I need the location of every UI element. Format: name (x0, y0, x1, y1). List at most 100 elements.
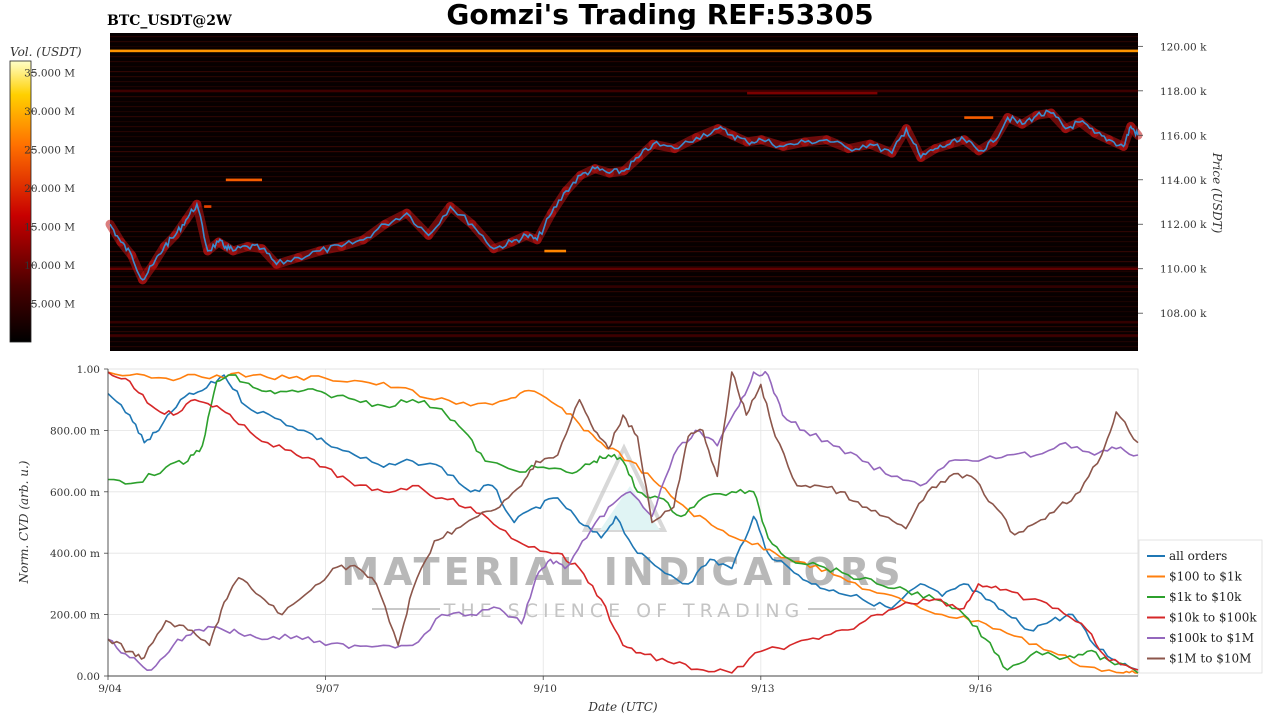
heatmap-noise-level (110, 266, 1138, 268)
liquidity-level (964, 116, 994, 119)
price-axis-ticks: 120.00 k 118.00 k 116.00 k 114.00 k 112.00 k… (1138, 41, 1207, 320)
watermark-subtext: THE SCIENCE OF TRADING (443, 600, 805, 622)
watermark-text: MATERIAL INDICATORS (341, 550, 904, 594)
heatmap-noise-level (110, 176, 1138, 178)
heatmap-noise-level (110, 211, 1138, 213)
cvd-x-ticks: 9/04 9/07 9/10 9/13 9/16 (98, 676, 993, 695)
heatmap-noise-level (110, 96, 1138, 98)
liquidity-level (225, 178, 263, 182)
heatmap-noise-level (110, 106, 1138, 108)
cvd-series-line (107, 371, 1139, 674)
price-line (109, 109, 1139, 281)
colorbar-tick-label: 25.000 M (24, 145, 75, 157)
cvd-series-line (107, 370, 1139, 671)
heatmap-noise-level (110, 161, 1138, 163)
heatmap-noise-level (110, 261, 1138, 263)
cvd-y-tick-label: 200.00 m (50, 610, 100, 622)
heatmap-noise-level (110, 131, 1138, 133)
heatmap-noise-level (110, 316, 1138, 318)
cvd-x-tick-label: 9/16 (969, 683, 993, 695)
heatmap-noise-level (110, 36, 1138, 38)
colorbar (9, 60, 32, 343)
heatmap-noise-level (110, 61, 1138, 63)
heatmap-noise-level (110, 66, 1138, 68)
heatmap-noise-level (110, 241, 1138, 243)
heatmap-panel (105, 33, 1143, 351)
heatmap-noise-level (110, 56, 1138, 58)
colorbar-tick-label: 10.000 M (24, 260, 75, 272)
cvd-y-tick-label: 1.00 (77, 364, 100, 376)
liquidity-level (110, 89, 1138, 93)
heatmap-noise-level (110, 146, 1138, 148)
heatmap-noise-level (110, 191, 1138, 193)
heatmap-noise-level (110, 181, 1138, 183)
legend-box (1138, 539, 1263, 674)
colorbar-tick-label: 35.000 M (24, 68, 75, 80)
heatmap-noise-level (110, 141, 1138, 143)
price-tick-label: 120.00 k (1160, 41, 1207, 53)
liquidity-level (110, 285, 1138, 288)
heatmap-noise-level (110, 281, 1138, 283)
legend-item-label: $1k to $10k (1169, 590, 1242, 604)
heatmap-liquidity-levels (110, 49, 1138, 337)
liquidity-level (110, 320, 1138, 324)
colorbar-tick-label: 20.000 M (24, 183, 75, 195)
heatmap-noise-level (110, 111, 1138, 113)
cvd-x-tick-label: 9/07 (316, 683, 340, 695)
heatmap-noise-level (110, 81, 1138, 83)
heatmap-noise-level (110, 331, 1138, 333)
heatmap-noise-level (110, 311, 1138, 313)
heatmap-noise-level (110, 231, 1138, 233)
colorbar-tick-label: 30.000 M (24, 106, 75, 118)
heatmap-noise-level (110, 186, 1138, 188)
heatmap-noise-level (110, 236, 1138, 238)
price-tick-label: 112.00 k (1160, 219, 1207, 231)
legend-item-label: $100k to $1M (1169, 631, 1254, 645)
liquidity-level (204, 205, 212, 208)
chart-title: Gomzi's Trading REF:53305 (446, 0, 873, 31)
heatmap-noise-level (110, 246, 1138, 248)
heatmap-noise-level (110, 46, 1138, 48)
heatmap-noise-level (110, 291, 1138, 293)
liquidity-level (110, 49, 1138, 53)
heatmap-noise-level (110, 256, 1138, 258)
cvd-y-axis-label: Norm. CVD (arb. u.) (17, 460, 31, 584)
heatmap-noise-level (110, 296, 1138, 298)
heatmap-noise-level (110, 341, 1138, 343)
legend-item-label: $10k to $100k (1169, 611, 1257, 625)
legend-item-label: $100 to $1k (1169, 570, 1242, 584)
liquidity-level (110, 334, 1138, 337)
heatmap-noise-level (110, 226, 1138, 228)
heatmap-noise-level (110, 156, 1138, 158)
watermark: MATERIAL INDICATORS THE SCIENCE OF TRADI… (341, 443, 904, 622)
heatmap-noise-level (110, 126, 1138, 128)
cvd-x-tick-label: 9/10 (533, 683, 557, 695)
price-tick-label: 108.00 k (1160, 308, 1207, 320)
cvd-x-axis-label: Date (UTC) (587, 700, 657, 714)
heatmap-noise-level (110, 276, 1138, 278)
heatmap-noise-level (110, 301, 1138, 303)
cvd-series-line (107, 371, 1139, 660)
heatmap-noise-level (110, 206, 1138, 208)
heatmap-noise-level (110, 151, 1138, 153)
heatmap-noise-level (110, 71, 1138, 73)
price-tick-label: 110.00 k (1160, 264, 1207, 276)
cvd-x-tick-label: 9/13 (751, 683, 775, 695)
legend-item-label: all orders (1169, 549, 1227, 563)
heatmap-noise-level (110, 271, 1138, 273)
heatmap-noise-level (110, 116, 1138, 118)
heatmap-noise-level (110, 306, 1138, 308)
heatmap-noise-level (110, 41, 1138, 43)
cvd-y-tick-label: 800.00 m (50, 425, 100, 437)
legend: all orders $100 to $1k $1k to $10k $10k to … (1138, 539, 1263, 674)
heatmap-noise-level (110, 196, 1138, 198)
colorbar-ticks: 35.000 M 30.000 M 25.000 M 20.000 M 15.000 M… (24, 68, 75, 311)
colorbar-label: Vol. (USDT) (10, 45, 82, 59)
colorbar-tick-label: 15.000 M (24, 222, 75, 234)
cvd-y-ticks: 1.00 800.00 m 600.00 m 400.00 m 200.00 m 0.00 (50, 364, 1138, 683)
heatmap-noise-level (110, 251, 1138, 253)
heatmap-noise-level (110, 136, 1138, 138)
price-axis-label: Price (USDT) (1210, 152, 1224, 234)
cvd-series-lines (107, 370, 1139, 674)
